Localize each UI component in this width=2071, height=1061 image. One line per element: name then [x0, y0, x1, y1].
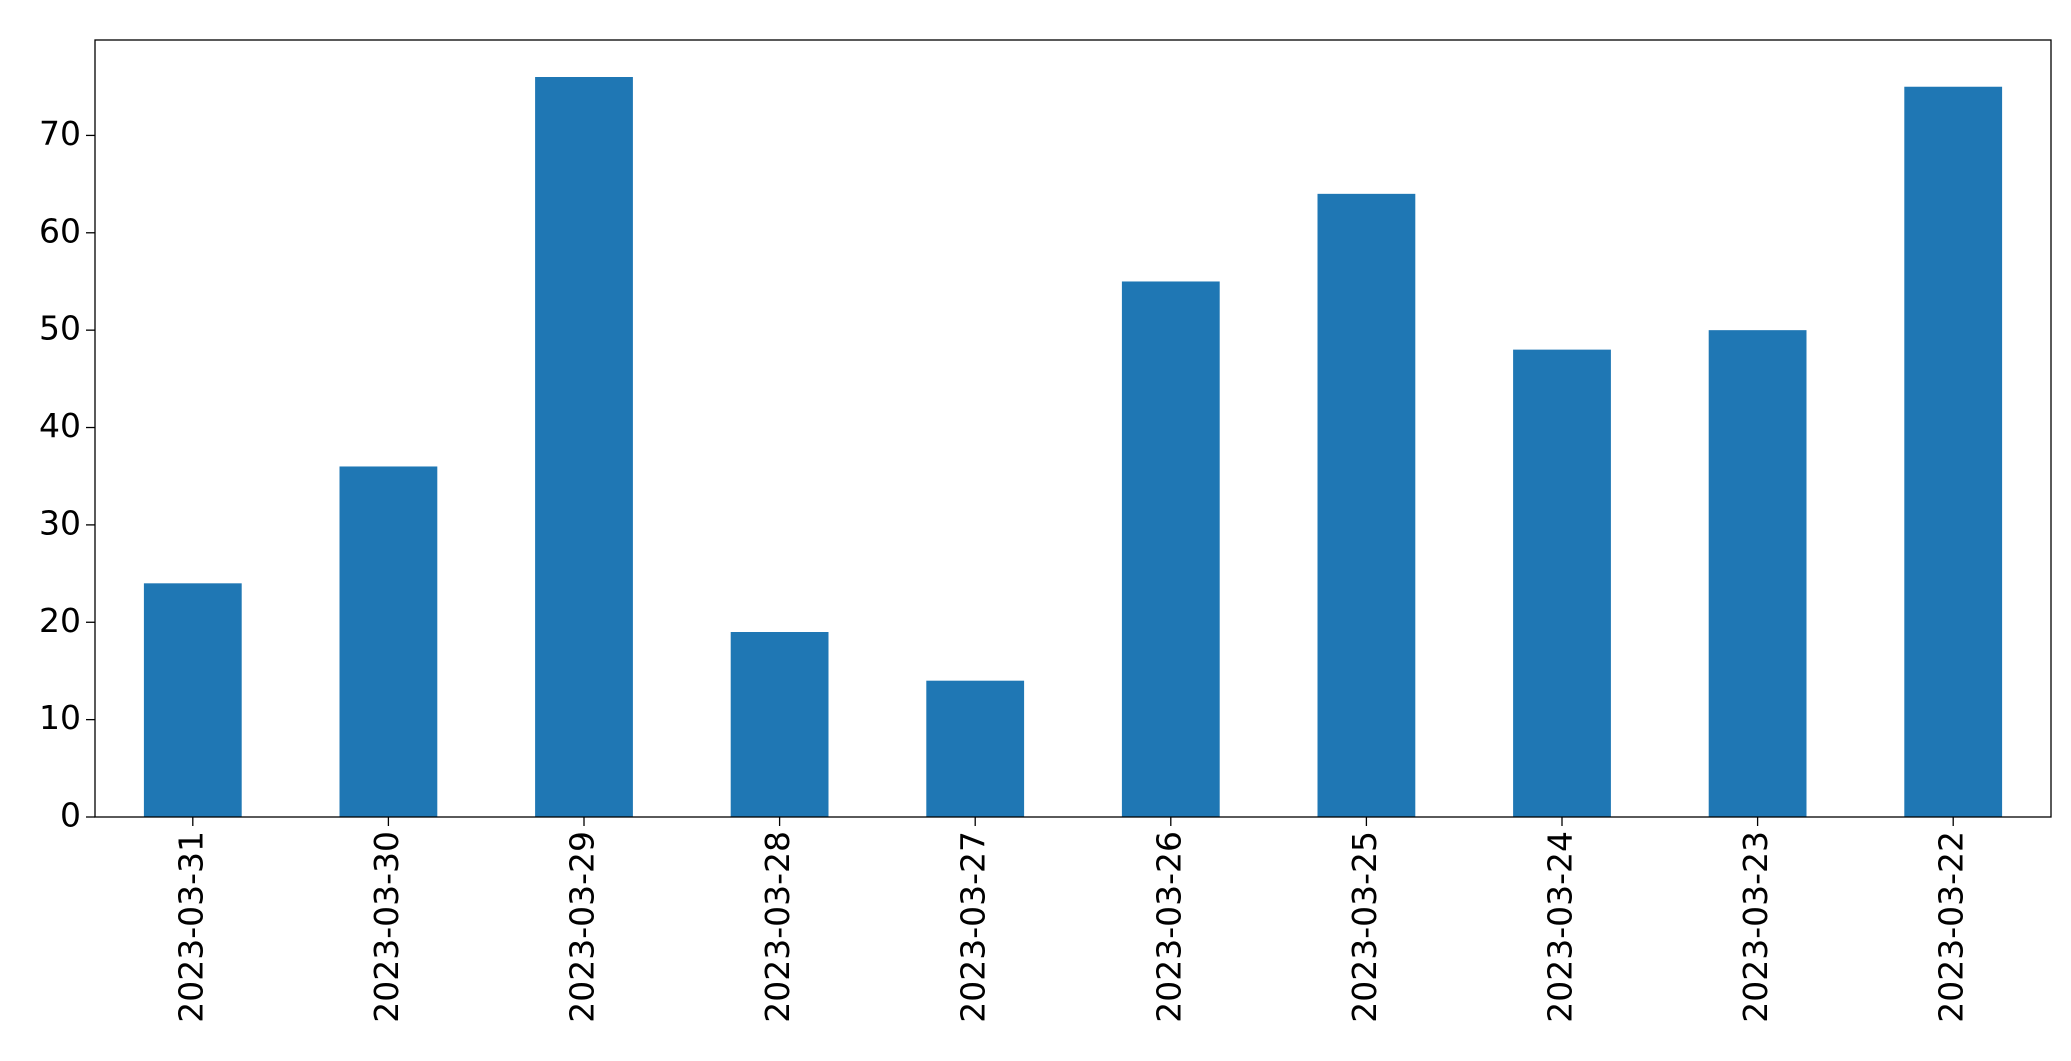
x-tick-label: 2023-03-28 [758, 831, 797, 1023]
bar [535, 77, 633, 817]
bar [1708, 330, 1807, 817]
x-tick-label: 2023-03-30 [367, 831, 406, 1023]
x-tick-label: 2023-03-22 [1932, 831, 1971, 1023]
bar [730, 632, 829, 817]
plot-frame [94, 39, 2052, 818]
bar [143, 583, 242, 817]
bar [1513, 349, 1611, 817]
bar [926, 680, 1025, 817]
y-tick-label: 40 [39, 406, 81, 445]
bar [1121, 281, 1220, 817]
y-tick-label: 60 [39, 211, 81, 250]
y-tick-label: 20 [39, 601, 81, 640]
x-tick-label: 2023-03-27 [954, 831, 993, 1023]
y-tick-label: 50 [39, 309, 81, 348]
y-tick-label: 0 [60, 796, 81, 835]
bar [1317, 193, 1416, 817]
x-tick-label: 2023-03-31 [171, 831, 210, 1023]
x-tick-label: 2023-03-23 [1736, 831, 1775, 1023]
bar [1904, 86, 2003, 818]
bar [339, 466, 438, 817]
y-tick-label: 70 [39, 114, 81, 153]
x-tick-label: 2023-03-25 [1345, 831, 1384, 1023]
y-tick-label: 30 [39, 503, 81, 542]
x-tick-label: 2023-03-26 [1149, 831, 1188, 1023]
x-tick-label: 2023-03-29 [563, 831, 602, 1023]
y-tick-label: 10 [39, 698, 81, 737]
x-tick-label: 2023-03-24 [1541, 831, 1580, 1023]
